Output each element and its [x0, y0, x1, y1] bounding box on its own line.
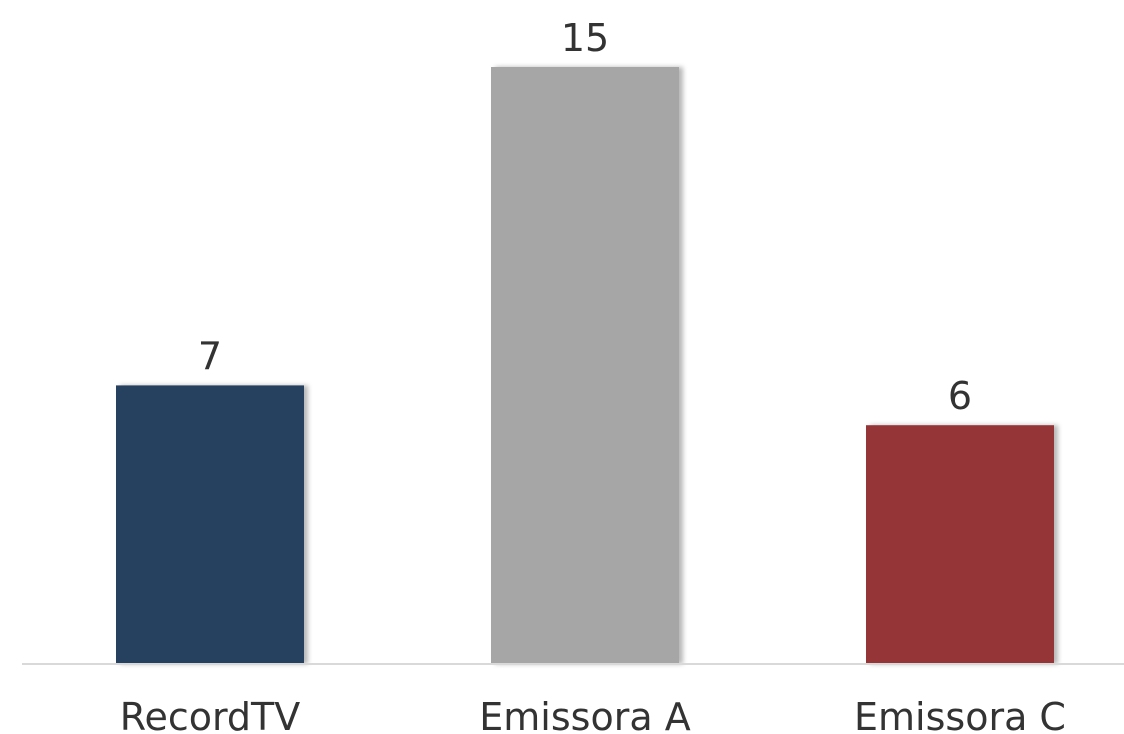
x-axis-tick-label: Emissora C	[854, 695, 1066, 734]
data-label: 15	[561, 16, 609, 60]
data-label: 7	[198, 334, 222, 378]
bar-recordtv	[116, 385, 304, 664]
bar-emissora-c	[866, 425, 1054, 664]
data-labels: 7 15 6	[198, 16, 972, 418]
bar-emissora-a	[491, 67, 679, 664]
x-axis-tick-labels: RecordTV Emissora A Emissora C	[120, 695, 1066, 734]
bar-series	[116, 67, 1054, 664]
x-axis-tick-label: RecordTV	[120, 695, 301, 734]
data-label: 6	[948, 374, 972, 418]
x-axis-tick-label: Emissora A	[479, 695, 690, 734]
